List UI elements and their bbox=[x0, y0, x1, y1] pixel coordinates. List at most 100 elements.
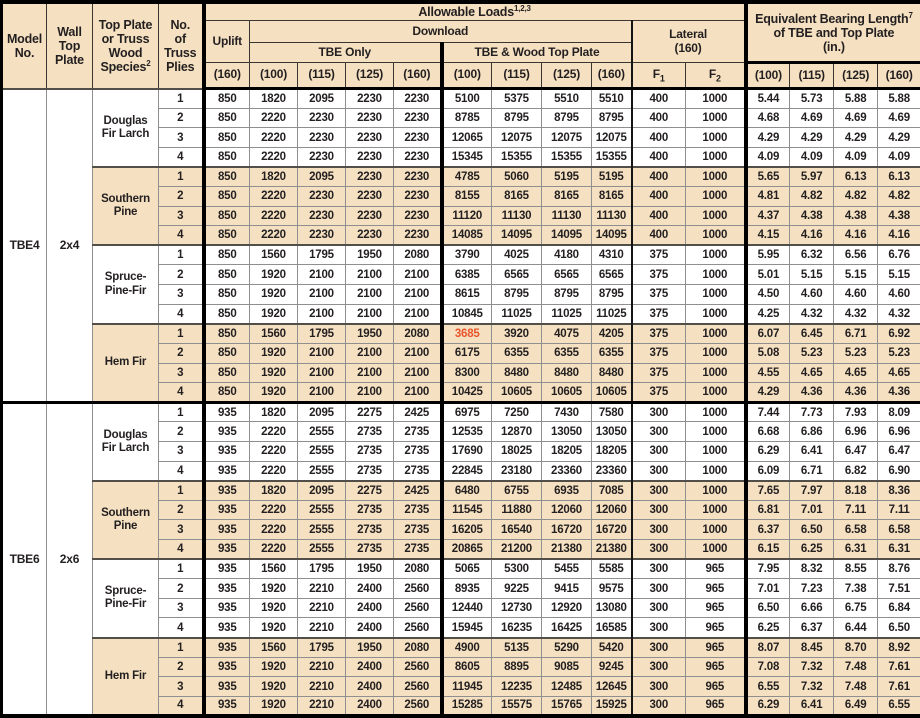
tbe-wood-value-cell: 13050 bbox=[591, 421, 632, 442]
bearing-value-cell: 6.41 bbox=[789, 440, 835, 462]
tbe-only-value-cell: 2275 bbox=[345, 400, 394, 423]
tbe-wood-value-cell: 5065 bbox=[439, 558, 492, 580]
tbe-only-value-cell: 2230 bbox=[393, 107, 442, 129]
f2-value-cell: 1000 bbox=[684, 400, 747, 423]
tbe-only-duration-header: (100) bbox=[249, 62, 298, 90]
uplift-value-cell: 935 bbox=[201, 695, 250, 717]
tbe-wood-value-cell: 4075 bbox=[541, 322, 592, 344]
f1-value-cell: 375 bbox=[630, 382, 686, 403]
tbe-wood-value-cell: 6355 bbox=[491, 342, 542, 364]
truss-plies-header: No. of Truss Plies bbox=[158, 1, 204, 89]
tbe-only-value-cell: 2220 bbox=[249, 107, 298, 129]
tbe-only-value-cell: 1920 bbox=[249, 382, 298, 403]
bearing-value-cell: 6.75 bbox=[833, 597, 879, 619]
bearing-value-cell: 6.90 bbox=[877, 460, 920, 482]
tbe-only-value-cell: 1795 bbox=[297, 322, 346, 344]
tbe-only-value-cell: 1920 bbox=[249, 342, 298, 364]
tbe-only-value-cell: 2100 bbox=[393, 342, 442, 364]
tbe-wood-value-cell: 8795 bbox=[591, 284, 632, 305]
bearing-value-cell: 7.38 bbox=[833, 578, 879, 599]
bearing-value-cell: 4.50 bbox=[743, 284, 791, 305]
bearing-value-cell: 5.44 bbox=[743, 87, 791, 109]
f1-value-cell: 400 bbox=[630, 205, 686, 227]
bearing-value-cell: 4.32 bbox=[833, 303, 879, 325]
bearing-value-cell: 6.92 bbox=[877, 322, 920, 344]
table-row: 2 850 1920 2100 2100 2100 6385 6565 6565 6565 375 1… bbox=[2, 264, 920, 286]
tbe-only-value-cell: 2735 bbox=[393, 499, 442, 521]
bearing-value-cell: 7.61 bbox=[877, 676, 920, 697]
bearing-value-cell: 6.84 bbox=[877, 597, 920, 619]
f2-value-cell: 1000 bbox=[684, 421, 747, 442]
tbe-wood-value-cell: 8795 bbox=[541, 107, 592, 129]
f2-value-cell: 1000 bbox=[684, 186, 747, 207]
tbe-wood-value-cell: 5135 bbox=[491, 636, 542, 658]
plies-cell: 2 bbox=[158, 107, 204, 129]
bearing-value-cell: 6.47 bbox=[877, 440, 920, 462]
bearing-value-cell: 6.37 bbox=[789, 617, 835, 639]
bearing-value-cell: 6.71 bbox=[789, 460, 835, 482]
tbe-only-value-cell: 2400 bbox=[345, 617, 394, 639]
tbe-wood-value-cell: 12485 bbox=[541, 676, 592, 697]
tbe-only-value-cell: 1920 bbox=[249, 578, 298, 599]
tbe-wood-value-cell: 16235 bbox=[491, 617, 542, 639]
tbe-wood-value-cell: 12535 bbox=[439, 421, 492, 442]
tbe-only-value-cell: 2230 bbox=[393, 186, 442, 207]
tbe-wood-value-cell: 8795 bbox=[491, 107, 542, 129]
uplift-value-cell: 935 bbox=[201, 558, 250, 580]
tbe-only-value-cell: 2100 bbox=[345, 303, 394, 325]
bearing-duration-header: (160) bbox=[877, 62, 920, 90]
tbe-only-value-cell: 2560 bbox=[393, 656, 442, 678]
tbe-only-value-cell: 1920 bbox=[249, 676, 298, 697]
bearing-value-cell: 6.55 bbox=[877, 695, 920, 717]
tbe-wood-value-cell: 8155 bbox=[439, 186, 492, 207]
bearing-value-cell: 6.50 bbox=[743, 597, 791, 619]
f2-value-cell: 1000 bbox=[684, 499, 747, 521]
bearing-value-cell: 4.09 bbox=[833, 146, 879, 168]
plies-cell: 4 bbox=[158, 460, 204, 482]
uplift-value-cell: 850 bbox=[201, 205, 250, 227]
tbe-only-value-cell: 2095 bbox=[297, 87, 346, 109]
bearing-value-cell: 7.97 bbox=[789, 479, 835, 501]
bearing-footnote-sup: 7 bbox=[908, 10, 913, 20]
f2-label: F bbox=[708, 67, 716, 82]
tbe-only-value-cell: 2230 bbox=[345, 146, 394, 168]
f2-value-cell: 1000 bbox=[684, 165, 747, 188]
bearing-value-cell: 4.38 bbox=[877, 205, 920, 227]
bearing-value-cell: 4.29 bbox=[789, 127, 835, 148]
plies-cell: 1 bbox=[158, 322, 204, 344]
f2-value-cell: 1000 bbox=[684, 382, 747, 403]
tbe-wood-value-cell: 6385 bbox=[439, 264, 492, 286]
tbe-wood-value-cell: 8935 bbox=[439, 578, 492, 599]
tbe-only-value-cell: 2230 bbox=[297, 205, 346, 227]
bearing-value-cell: 7.01 bbox=[743, 578, 791, 599]
uplift-value-cell: 935 bbox=[201, 617, 250, 639]
bearing-value-cell: 5.15 bbox=[833, 264, 879, 286]
table-row: 4 850 1920 2100 2100 2100 10425 10605 10605 10605… bbox=[2, 382, 920, 403]
bearing-value-cell: 7.23 bbox=[789, 578, 835, 599]
tbe-only-value-cell: 1560 bbox=[249, 636, 298, 658]
table-row: 2 935 1920 2210 2400 2560 8935 9225 9415 9575 300 9… bbox=[2, 578, 920, 599]
table-row: Southern Pine 1 935 1820 2095 2275 2425 6480 675… bbox=[2, 479, 920, 560]
f1-value-cell: 300 bbox=[630, 695, 686, 717]
table-header: Model No. Wall Top Plate Top Plate or Tr… bbox=[1, 1, 920, 90]
bearing-value-cell: 5.08 bbox=[743, 342, 791, 364]
tbe-wood-value-cell: 16205 bbox=[439, 519, 492, 541]
tbe-wood-duration-header: (125) bbox=[541, 62, 592, 90]
bearing-value-cell: 4.16 bbox=[833, 225, 879, 246]
uplift-value-cell: 935 bbox=[201, 499, 250, 521]
bearing-value-cell: 4.29 bbox=[877, 127, 920, 148]
bearing-value-cell: 6.25 bbox=[743, 617, 791, 639]
bearing-value-cell: 4.15 bbox=[743, 225, 791, 246]
tbe-only-value-cell: 2230 bbox=[393, 205, 442, 227]
table-row: 2 850 1920 2100 2100 2100 6175 6355 6355 6355 375 1… bbox=[2, 342, 920, 364]
tbe-wood-value-cell: 12645 bbox=[591, 676, 632, 697]
tbe-wood-value-cell: 20865 bbox=[439, 539, 492, 560]
bearing-value-cell: 6.13 bbox=[833, 165, 879, 188]
f1-value-cell: 375 bbox=[630, 362, 686, 384]
plies-cell: 1 bbox=[158, 636, 204, 658]
table-row: 3 935 2220 2555 2735 2735 16205 16540 16720 16720… bbox=[2, 519, 920, 541]
bearing-value-cell: 6.13 bbox=[877, 165, 920, 188]
tbe-wood-value-cell: 4205 bbox=[591, 322, 632, 344]
bearing-value-cell: 7.11 bbox=[877, 499, 920, 521]
tbe-wood-value-cell: 5375 bbox=[491, 87, 542, 109]
